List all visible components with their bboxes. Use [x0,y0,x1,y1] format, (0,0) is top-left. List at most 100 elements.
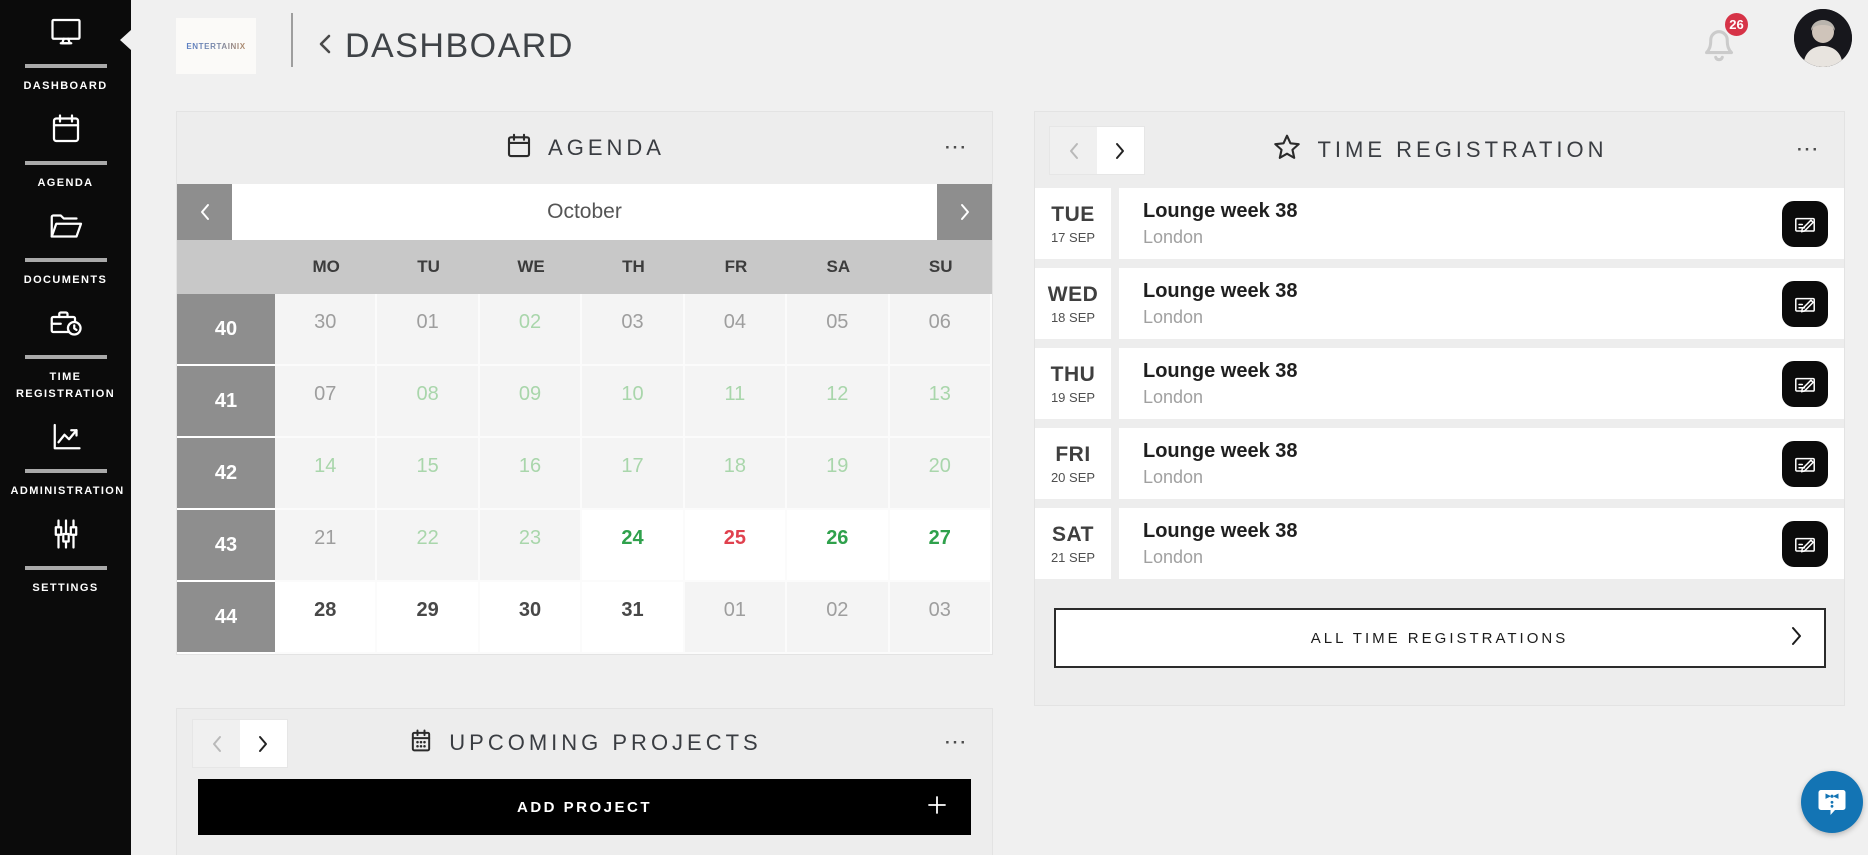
entry-location: London [1143,466,1204,487]
entry-date-label: 18 SEP [1050,309,1096,325]
sidebar-item-label: DOCUMENTS [23,274,108,287]
notification-count-badge: 26 [1723,11,1750,38]
plus-icon [925,793,949,821]
agenda-menu-button[interactable]: ··· [945,138,968,157]
edit-entry-button[interactable] [1782,520,1828,567]
calendar-day-cell[interactable]: 13 [889,366,992,438]
calendar-day-cell[interactable]: 03 [582,294,685,366]
time-registration-row[interactable]: TUE 17 SEP Lounge week 38 London [1035,188,1844,259]
next-month-button[interactable] [937,184,992,240]
calendar-day-cell[interactable]: 28 [275,582,378,654]
edit-entry-button[interactable] [1782,360,1828,407]
calendar-day-cell[interactable]: 14 [275,438,378,510]
sidebar-item-label: AGENDA [37,177,94,190]
calendar-day-cell[interactable]: 21 [275,510,378,582]
time-registration-row[interactable]: SAT 21 SEP Lounge week 38 London [1035,508,1844,579]
calendar-day-cell[interactable]: 08 [377,366,480,438]
calendar-day-cell[interactable]: 01 [684,582,788,654]
projects-title: UPCOMING PROJECTS [449,730,762,755]
add-project-button[interactable]: ADD PROJECT [198,779,971,835]
monitor-icon [47,14,85,55]
projects-header: UPCOMING PROJECTS ··· [177,709,992,777]
calendar-day-cell[interactable]: 26 [787,510,890,582]
calendar-day-cell[interactable]: 30 [275,294,378,366]
sidebar-item-time-registration[interactable]: TIME REGISTRATION [0,299,131,413]
company-logo[interactable]: ENTERTAINIX [176,18,256,74]
time-registration-rows: TUE 17 SEP Lounge week 38 London WED 18 SEP Lo… [1035,188,1844,579]
month-bar: October [177,184,992,240]
sidebar-divider [24,469,107,474]
calendar-day-cell[interactable]: 03 [889,582,992,654]
projects-prev-button[interactable] [193,720,240,767]
projects-next-button[interactable] [240,720,287,767]
time-registration-header: TIME REGISTRATION ··· [1035,112,1844,188]
calendar-day-cell[interactable]: 06 [889,294,992,366]
calendar-day-cell[interactable]: 07 [275,366,378,438]
calendar-day-cell[interactable]: 15 [377,438,480,510]
entry-date-cell: THU 19 SEP [1035,348,1111,419]
calendar-day-cell[interactable]: 16 [479,438,583,510]
edit-entry-button[interactable] [1782,200,1828,247]
calendar-day-cell[interactable]: 04 [684,294,788,366]
sidebar-item-agenda[interactable]: AGENDA [0,105,131,202]
entry-text-group: Lounge week 38 London [1143,520,1298,568]
sidebar-item-settings[interactable]: SETTINGS [0,510,131,607]
entry-date-label: 21 SEP [1050,549,1096,565]
back-chevron-icon[interactable] [317,30,333,63]
calendar-day-cell[interactable]: 01 [377,294,480,366]
calendar-day-cell[interactable]: 02 [787,582,890,654]
calendar-day-cell[interactable]: 25 [684,510,788,582]
entry-location: London [1143,546,1204,567]
calendar-day-cell[interactable]: 12 [787,366,890,438]
edit-entry-button[interactable] [1782,440,1828,487]
calendar-day-cell[interactable]: 05 [787,294,890,366]
sidebar-item-dashboard[interactable]: DASHBOARD [0,8,131,105]
time-registration-row[interactable]: FRI 20 SEP Lounge week 38 London [1035,428,1844,499]
entry-title: Lounge week 38 [1143,439,1298,462]
entry-card: Lounge week 38 London [1119,508,1844,579]
calendar-weekday-row: MO TU WE TH FR SA SU [177,240,992,294]
weekday-label: TU [417,257,440,276]
calendar-day-cell[interactable]: 20 [889,438,992,510]
calendar-day-cell[interactable]: 31 [582,582,685,654]
projects-menu-button[interactable]: ··· [945,733,968,752]
tr-prev-button[interactable] [1050,127,1097,174]
calendar-week-row: 40 30 01 02 03 04 05 06 [177,294,992,366]
entry-date-label: 19 SEP [1050,389,1096,405]
calendar-day-cell[interactable]: 29 [377,582,480,654]
user-avatar[interactable] [1794,9,1852,67]
chat-widget-button[interactable] [1801,771,1863,833]
calendar-day-cell[interactable]: 18 [684,438,788,510]
tr-menu-button[interactable]: ··· [1797,140,1820,159]
sidebar: DASHBOARD AGENDA DOCUMENTS TIME REGISTRA… [0,0,131,855]
calendar-day-cell[interactable]: 17 [582,438,685,510]
calendar-day-cell[interactable]: 11 [684,366,788,438]
calendar-day-cell[interactable]: 10 [582,366,685,438]
sidebar-item-label: TIME REGISTRATION [15,371,116,401]
calendar-day-cell[interactable]: 27 [889,510,992,582]
time-registration-nav [1049,126,1145,175]
star-icon [1271,132,1303,169]
month-label: October [232,184,937,240]
agenda-title: AGENDA [548,135,665,160]
notifications-button[interactable]: 26 [1696,11,1750,66]
all-time-registrations-button[interactable]: ALL TIME REGISTRATIONS [1053,608,1826,668]
entry-date-cell: TUE 17 SEP [1035,188,1111,259]
calendar-day-cell[interactable]: 19 [787,438,890,510]
calendar-day-cell[interactable]: 09 [479,366,583,438]
time-registration-row[interactable]: WED 18 SEP Lounge week 38 London [1035,268,1844,339]
sidebar-item-administration[interactable]: ADMINISTRATION [0,413,131,510]
entry-text-group: Lounge week 38 London [1143,280,1298,328]
calendar-day-cell[interactable]: 30 [479,582,583,654]
calendar-day-cell[interactable]: 23 [479,510,583,582]
upcoming-projects-card: UPCOMING PROJECTS ··· ADD PROJECT [176,708,993,855]
prev-month-button[interactable] [177,184,232,240]
tr-next-button[interactable] [1097,127,1144,174]
calendar-day-cell[interactable]: 24 [582,510,685,582]
time-registration-row[interactable]: THU 19 SEP Lounge week 38 London [1035,348,1844,419]
sidebar-item-documents[interactable]: DOCUMENTS [0,202,131,299]
edit-entry-button[interactable] [1782,280,1828,327]
calendar-day-cell[interactable]: 02 [479,294,583,366]
entry-day-label: SAT [1052,522,1094,546]
calendar-day-cell[interactable]: 22 [377,510,480,582]
